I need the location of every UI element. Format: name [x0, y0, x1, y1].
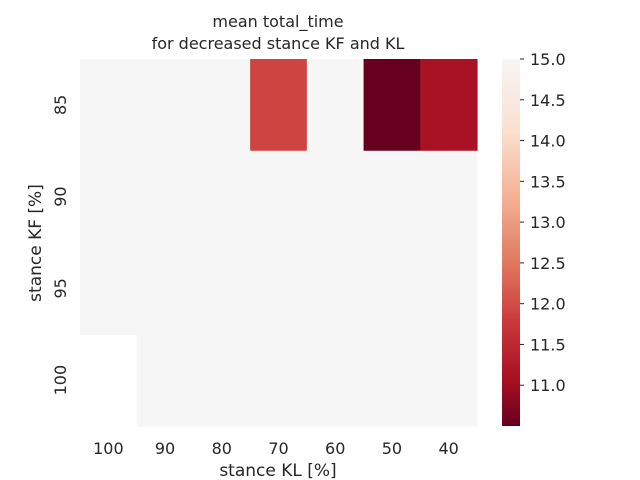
heatmap-cell — [420, 242, 478, 335]
x-tick-label: 90 — [155, 439, 175, 458]
x-tick-labels: 100 90 80 70 60 50 40 — [93, 439, 459, 458]
colorbar-tick-label: 13.0 — [530, 213, 566, 232]
y-tick-labels: 85 90 95 100 — [51, 95, 70, 396]
colorbar-tick-label: 11.5 — [530, 335, 566, 354]
y-tick-label: 90 — [51, 186, 70, 206]
heatmap-cell — [80, 59, 138, 152]
colorbar-tick-label: 14.0 — [530, 132, 566, 151]
colorbar-tick-label: 12.5 — [530, 254, 566, 273]
heatmap-cell — [136, 59, 195, 152]
x-axis-label: stance KL [%] — [219, 461, 336, 480]
x-tick-label: 100 — [93, 439, 124, 458]
heatmap-cell — [250, 59, 308, 152]
y-tick-label: 95 — [51, 278, 70, 298]
colorbar-tick-labels: 11.0 11.5 12.0 12.5 13.0 13.5 14.0 14.5 15.0 — [520, 50, 566, 395]
heatmap-cell — [193, 242, 251, 335]
colorbar — [502, 59, 520, 426]
heatmap-cell — [250, 150, 308, 244]
heatmap-cell — [250, 334, 308, 427]
heatmap-cell — [306, 242, 365, 335]
heatmap-cell — [193, 59, 251, 152]
heatmap-cell — [80, 150, 138, 244]
colorbar-tick-label: 12.0 — [530, 295, 566, 314]
x-tick-label: 40 — [438, 439, 458, 458]
colorbar-tick-label: 13.5 — [530, 172, 566, 191]
colorbar-tick-label: 14.5 — [530, 91, 566, 110]
x-tick-label: 60 — [325, 439, 345, 458]
heatmap-cell — [136, 242, 195, 335]
colorbar-tick-label: 15.0 — [530, 50, 566, 69]
heatmap-cell — [420, 150, 478, 244]
heatmap-cell — [306, 334, 365, 427]
heatmap-cell — [306, 59, 365, 152]
heatmap-cell — [420, 334, 478, 427]
heatmap-cell — [363, 59, 421, 152]
heatmap-cell — [136, 334, 195, 427]
chart-title-line-1: mean total_time — [212, 12, 343, 32]
heatmap-cell — [420, 59, 478, 152]
heatmap-cell — [363, 150, 421, 244]
y-axis-label: stance KF [%] — [26, 184, 46, 302]
heatmap-cell — [136, 150, 195, 244]
y-tick-label: 85 — [51, 95, 70, 115]
x-tick-label: 80 — [212, 439, 232, 458]
x-tick-label: 70 — [268, 439, 288, 458]
heatmap-cell — [306, 150, 365, 244]
heatmap-cell — [363, 242, 421, 335]
heatmap-cell — [363, 334, 421, 427]
heatmap-cell — [193, 150, 251, 244]
heatmap-cell — [250, 242, 308, 335]
chart-title-line-2: for decreased stance KF and KL — [152, 34, 405, 53]
heatmap-cells — [80, 59, 478, 427]
x-tick-label: 50 — [382, 439, 402, 458]
heatmap-cell — [193, 334, 251, 427]
colorbar-tick-label: 11.0 — [530, 376, 566, 395]
heatmap-cell — [80, 242, 138, 335]
y-tick-label: 100 — [51, 365, 70, 396]
